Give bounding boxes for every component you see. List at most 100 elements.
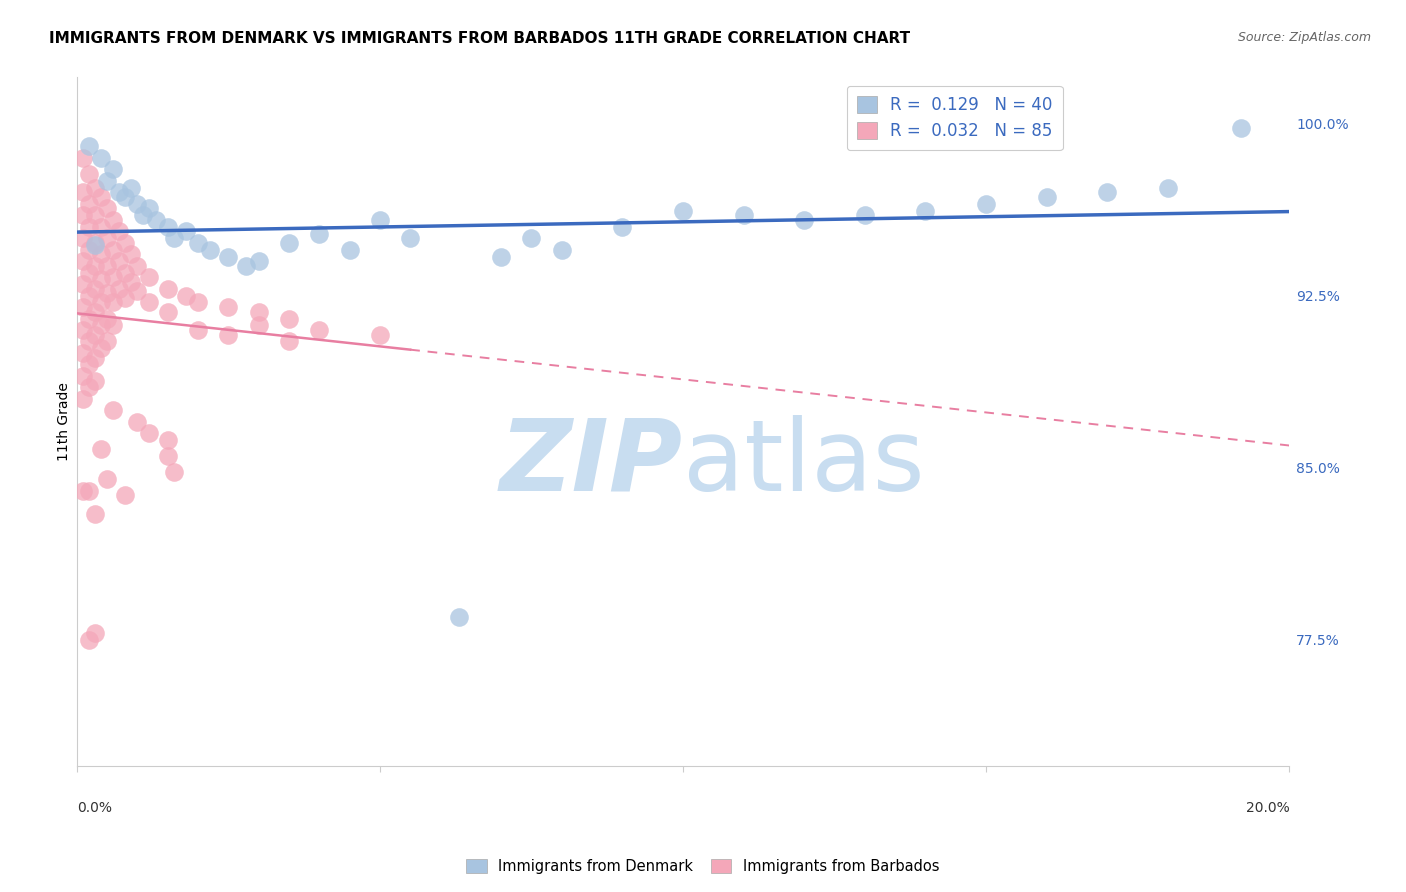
Legend: R =  0.129   N = 40, R =  0.032   N = 85: R = 0.129 N = 40, R = 0.032 N = 85 bbox=[846, 86, 1063, 151]
Point bbox=[793, 212, 815, 227]
Point bbox=[138, 270, 160, 285]
Text: atlas: atlas bbox=[683, 415, 925, 512]
Point bbox=[127, 415, 149, 429]
Point bbox=[447, 610, 470, 624]
Point bbox=[217, 300, 239, 314]
Point bbox=[90, 295, 112, 310]
Text: Source: ZipAtlas.com: Source: ZipAtlas.com bbox=[1237, 31, 1371, 45]
Point bbox=[96, 311, 118, 326]
Point bbox=[84, 304, 107, 318]
Point bbox=[96, 259, 118, 273]
Point bbox=[72, 186, 94, 200]
Point bbox=[96, 286, 118, 301]
Point bbox=[84, 235, 107, 250]
Point bbox=[90, 318, 112, 333]
Point bbox=[84, 626, 107, 640]
Text: ZIP: ZIP bbox=[501, 415, 683, 512]
Text: 20.0%: 20.0% bbox=[1246, 801, 1289, 814]
Point bbox=[138, 202, 160, 216]
Point bbox=[127, 259, 149, 273]
Point bbox=[1097, 186, 1119, 200]
Point bbox=[551, 243, 574, 257]
Point bbox=[163, 231, 186, 245]
Point bbox=[101, 318, 124, 333]
Point bbox=[96, 472, 118, 486]
Point bbox=[90, 272, 112, 286]
Point bbox=[77, 243, 100, 257]
Point bbox=[77, 334, 100, 349]
Point bbox=[84, 507, 107, 521]
Point bbox=[187, 235, 209, 250]
Point bbox=[853, 208, 876, 222]
Point bbox=[368, 327, 391, 342]
Point bbox=[235, 259, 257, 273]
Point bbox=[368, 212, 391, 227]
Point bbox=[84, 259, 107, 273]
Point bbox=[90, 442, 112, 457]
Point bbox=[308, 323, 330, 337]
Point bbox=[520, 231, 543, 245]
Point bbox=[101, 295, 124, 310]
Point bbox=[90, 342, 112, 356]
Point bbox=[96, 231, 118, 245]
Point bbox=[914, 203, 936, 218]
Point bbox=[77, 380, 100, 394]
Point bbox=[84, 327, 107, 342]
Point bbox=[72, 254, 94, 268]
Point bbox=[72, 346, 94, 360]
Point bbox=[127, 196, 149, 211]
Point bbox=[114, 266, 136, 280]
Point bbox=[72, 323, 94, 337]
Point bbox=[174, 288, 197, 302]
Point bbox=[77, 266, 100, 280]
Point bbox=[187, 323, 209, 337]
Point bbox=[77, 139, 100, 153]
Point bbox=[114, 235, 136, 250]
Point bbox=[339, 243, 361, 257]
Point bbox=[138, 295, 160, 310]
Point bbox=[156, 433, 179, 447]
Point bbox=[101, 243, 124, 257]
Point bbox=[77, 632, 100, 647]
Point bbox=[77, 483, 100, 498]
Point bbox=[90, 190, 112, 204]
Y-axis label: 11th Grade: 11th Grade bbox=[58, 383, 72, 461]
Point bbox=[612, 219, 634, 234]
Point bbox=[84, 238, 107, 252]
Text: IMMIGRANTS FROM DENMARK VS IMMIGRANTS FROM BARBADOS 11TH GRADE CORRELATION CHART: IMMIGRANTS FROM DENMARK VS IMMIGRANTS FR… bbox=[49, 31, 910, 46]
Point bbox=[77, 288, 100, 302]
Point bbox=[101, 212, 124, 227]
Point bbox=[217, 327, 239, 342]
Point bbox=[1035, 190, 1057, 204]
Point bbox=[120, 275, 142, 289]
Point bbox=[77, 196, 100, 211]
Point bbox=[72, 151, 94, 165]
Point bbox=[120, 180, 142, 194]
Point bbox=[72, 300, 94, 314]
Point bbox=[72, 208, 94, 222]
Point bbox=[138, 426, 160, 441]
Point bbox=[77, 219, 100, 234]
Point bbox=[277, 235, 299, 250]
Point bbox=[90, 219, 112, 234]
Point bbox=[72, 368, 94, 383]
Point bbox=[127, 284, 149, 298]
Point bbox=[96, 334, 118, 349]
Point bbox=[108, 254, 131, 268]
Point bbox=[672, 203, 695, 218]
Point bbox=[84, 374, 107, 388]
Point bbox=[72, 392, 94, 406]
Point bbox=[198, 243, 221, 257]
Point bbox=[90, 151, 112, 165]
Point bbox=[399, 231, 422, 245]
Point bbox=[90, 247, 112, 261]
Point bbox=[108, 224, 131, 238]
Point bbox=[108, 186, 131, 200]
Point bbox=[187, 295, 209, 310]
Point bbox=[156, 450, 179, 464]
Legend: Immigrants from Denmark, Immigrants from Barbados: Immigrants from Denmark, Immigrants from… bbox=[461, 854, 945, 880]
Point bbox=[96, 174, 118, 188]
Point bbox=[247, 318, 270, 333]
Point bbox=[77, 358, 100, 372]
Point bbox=[156, 304, 179, 318]
